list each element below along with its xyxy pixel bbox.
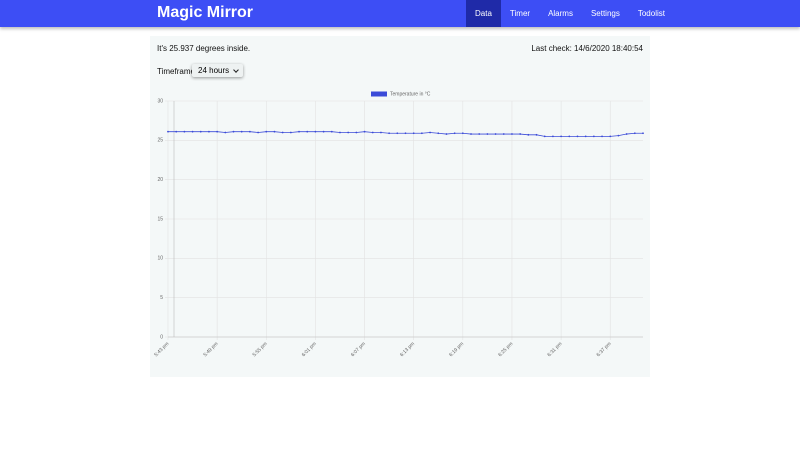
y-tick-label: 20 xyxy=(157,177,163,183)
nav-item[interactable]: Todolist xyxy=(637,9,665,18)
x-tick-label: 6:07 pm xyxy=(350,341,367,358)
data-point xyxy=(461,132,464,135)
data-point xyxy=(535,133,538,136)
data-point xyxy=(617,134,620,137)
data-point xyxy=(388,132,391,135)
data-point xyxy=(339,131,341,134)
data-point xyxy=(478,133,481,135)
data-point xyxy=(396,132,399,135)
data-point xyxy=(519,133,522,135)
data-point xyxy=(224,131,227,134)
data-point xyxy=(248,130,251,133)
data-point xyxy=(240,130,243,133)
navbar: Magic Mirror Data Timer Alarms Settings Todo… xyxy=(0,0,800,27)
x-tick-label: 5:55 pm xyxy=(252,341,269,358)
data-point xyxy=(445,133,448,135)
data-point xyxy=(257,131,259,134)
data-point xyxy=(429,131,431,134)
brand[interactable]: Magic Mirror xyxy=(157,4,254,21)
data-point xyxy=(584,135,587,138)
data-point xyxy=(191,130,194,133)
data-point xyxy=(289,131,292,134)
menu: Data Timer Alarms Settings Todolist xyxy=(466,0,674,27)
data-point xyxy=(568,135,571,138)
data-point xyxy=(625,133,628,135)
x-tick-label: 6:13 pm xyxy=(399,341,416,358)
data-point xyxy=(347,131,350,134)
x-tick-label: 6:01 pm xyxy=(301,341,318,358)
data-point xyxy=(404,132,407,135)
data-point xyxy=(216,130,219,133)
data-point xyxy=(199,130,202,133)
x-tick-label: 5:49 pm xyxy=(202,341,219,358)
current-temp: It's 25.937 degrees inside. xyxy=(157,44,251,53)
x-tick-label: 6:19 pm xyxy=(448,341,465,358)
data-point xyxy=(273,130,276,133)
last-check: Last check: 14/6/2020 18:40:54 xyxy=(531,44,643,53)
data-point xyxy=(494,133,497,135)
data-point xyxy=(363,130,366,133)
y-tick-label: 10 xyxy=(157,256,163,262)
data-point xyxy=(576,135,579,138)
data-point xyxy=(322,130,325,133)
data-point xyxy=(527,133,530,136)
legend-swatch xyxy=(371,91,387,97)
y-tick-label: 30 xyxy=(157,98,163,104)
data-point xyxy=(502,133,505,135)
x-tick-label: 6:31 pm xyxy=(546,341,563,358)
data-point xyxy=(175,130,178,133)
y-tick-label: 0 xyxy=(160,334,163,340)
timeframe-label: Timeframe: xyxy=(157,67,198,76)
x-tick-label: 6:37 pm xyxy=(596,341,613,358)
data-point xyxy=(380,131,382,134)
data-point xyxy=(470,133,472,135)
data-point xyxy=(601,135,603,138)
data-point xyxy=(609,135,612,138)
data-point xyxy=(167,130,169,133)
x-tick-label: 6:25 pm xyxy=(497,341,514,358)
x-tick-label: 5:43 pm xyxy=(153,341,170,358)
data-point xyxy=(265,130,268,133)
data-point xyxy=(314,130,317,133)
data-point xyxy=(330,130,333,133)
y-tick-label: 5 xyxy=(160,295,163,301)
y-tick-label: 15 xyxy=(157,216,163,222)
data-point xyxy=(543,135,546,138)
timeframe-select[interactable]: 24 hours xyxy=(192,64,244,77)
data-point xyxy=(552,135,554,138)
data-point xyxy=(437,132,440,135)
data-point xyxy=(298,130,300,133)
y-tick-label: 25 xyxy=(157,138,163,144)
data-point xyxy=(511,133,513,135)
data-point xyxy=(183,130,186,133)
data-point xyxy=(371,131,374,134)
data-point xyxy=(232,130,235,133)
data-point xyxy=(355,131,358,134)
data-point xyxy=(306,130,309,133)
card xyxy=(150,36,650,377)
data-point xyxy=(208,130,210,133)
data-point xyxy=(633,132,636,135)
data-point xyxy=(412,132,415,135)
data-point xyxy=(592,135,595,138)
nav-item[interactable]: Alarms xyxy=(548,9,573,18)
data-point xyxy=(453,132,456,135)
data-point xyxy=(560,135,563,138)
data-point xyxy=(281,131,284,134)
nav-item[interactable]: Data xyxy=(466,0,501,27)
nav-item[interactable]: Settings xyxy=(590,9,620,18)
data-point xyxy=(486,133,489,135)
nav-item[interactable]: Timer xyxy=(509,9,531,18)
data-point xyxy=(420,132,423,135)
legend-label: Temperature in °C xyxy=(390,91,431,97)
data-point xyxy=(642,132,644,135)
